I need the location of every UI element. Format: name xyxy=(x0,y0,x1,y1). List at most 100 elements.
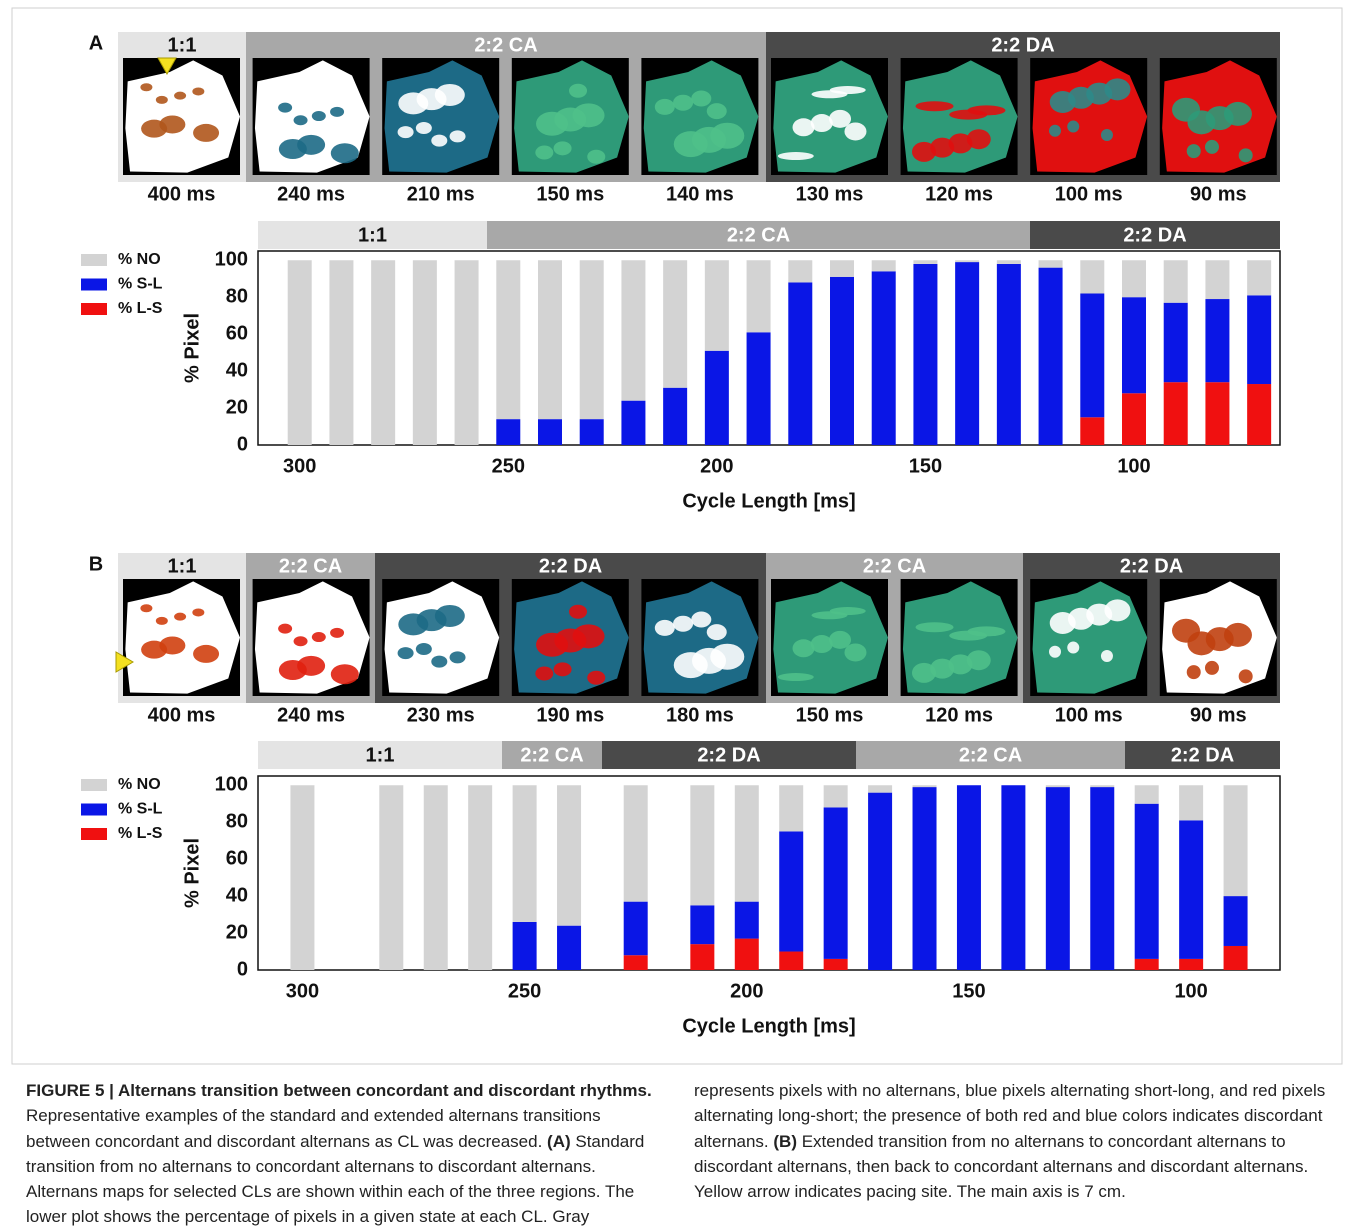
bar-segment xyxy=(468,785,492,970)
map-patch xyxy=(192,608,204,616)
map-patch xyxy=(431,656,447,668)
map-patch xyxy=(655,99,675,115)
bar-segment xyxy=(513,785,537,922)
map-patch xyxy=(330,107,344,117)
legend-label: % L-S xyxy=(118,825,163,842)
bar-segment xyxy=(1224,896,1248,946)
map-label: 190 ms xyxy=(536,704,604,726)
map-patch xyxy=(793,118,815,136)
map-patch xyxy=(1205,140,1219,154)
map-label: 210 ms xyxy=(407,183,475,205)
map-patch xyxy=(569,605,587,619)
region-label: 2:2 DA xyxy=(1123,224,1186,246)
map-patch xyxy=(1239,669,1253,683)
map-patch xyxy=(1187,631,1215,655)
bar-segment xyxy=(1224,785,1248,896)
map-patch xyxy=(331,143,359,163)
map-patch xyxy=(174,92,186,100)
map-patch xyxy=(1101,129,1113,141)
map-patch xyxy=(912,663,936,683)
bar-segment xyxy=(663,260,687,387)
map-patch xyxy=(156,617,168,625)
bar-segment xyxy=(1224,946,1248,970)
y-tick-label: 80 xyxy=(226,285,248,307)
map-label: 400 ms xyxy=(148,704,216,726)
bar-segment xyxy=(690,944,714,970)
x-axis-label: Cycle Length [ms] xyxy=(682,490,855,512)
map-patch xyxy=(1101,650,1113,662)
caption-text: (A) xyxy=(547,1132,571,1151)
region-label: 2:2 CA xyxy=(279,555,342,577)
x-tick-label: 250 xyxy=(508,980,541,1002)
map-label: 120 ms xyxy=(925,183,993,205)
map-patch xyxy=(416,122,432,134)
region-label: 2:2 DA xyxy=(697,744,760,766)
bar-segment xyxy=(868,785,892,792)
map-patch xyxy=(141,120,167,138)
map-patch xyxy=(294,115,308,125)
bar-segment xyxy=(735,785,759,901)
map-label: 90 ms xyxy=(1190,183,1247,205)
caption-text: (B) xyxy=(773,1132,797,1151)
bar-segment xyxy=(1205,260,1229,299)
y-tick-label: 20 xyxy=(226,396,248,418)
region-label: 2:2 CA xyxy=(727,224,790,246)
bar-segment xyxy=(705,351,729,445)
map-patch xyxy=(330,628,344,638)
map-label: 240 ms xyxy=(277,704,345,726)
y-axis-label: % Pixel xyxy=(181,838,203,908)
legend-label: % L-S xyxy=(118,300,163,317)
map-label: 150 ms xyxy=(796,704,864,726)
map-patch xyxy=(949,631,987,641)
map-label: 90 ms xyxy=(1190,704,1247,726)
bar-segment xyxy=(379,785,403,970)
y-tick-label: 40 xyxy=(226,884,248,906)
bar-segment xyxy=(1179,820,1203,959)
bar-segment xyxy=(513,922,537,970)
map-patch xyxy=(398,647,414,659)
bar-segment xyxy=(1135,959,1159,970)
legend-label: % NO xyxy=(118,251,161,268)
map-patch xyxy=(140,604,152,612)
bar-segment xyxy=(824,959,848,970)
bar-segment xyxy=(288,260,312,445)
map-patch xyxy=(812,90,848,98)
map-patch xyxy=(294,636,308,646)
bar-segment xyxy=(538,419,562,445)
bar-segment xyxy=(1080,417,1104,445)
y-tick-label: 80 xyxy=(226,810,248,832)
bar-segment xyxy=(1046,785,1070,787)
bar-segment xyxy=(788,282,812,445)
x-tick-label: 300 xyxy=(283,455,316,477)
x-tick-label: 300 xyxy=(286,980,319,1002)
bar-segment xyxy=(913,787,937,970)
bar-segment xyxy=(371,260,395,445)
y-tick-label: 0 xyxy=(237,433,248,455)
map-patch xyxy=(279,139,307,159)
bar-segment xyxy=(580,260,604,419)
bar-segment xyxy=(1122,393,1146,445)
bar-segment xyxy=(830,260,854,277)
map-patch xyxy=(674,131,708,157)
map-patch xyxy=(554,662,572,676)
map-patch xyxy=(193,645,219,663)
bar-segment xyxy=(624,785,648,901)
map-patch xyxy=(398,92,428,114)
map-patch xyxy=(912,142,936,162)
bar-segment xyxy=(735,902,759,939)
x-tick-label: 200 xyxy=(700,455,733,477)
map-patch xyxy=(691,611,711,627)
bar-segment xyxy=(997,260,1021,264)
legend-label: % NO xyxy=(118,776,161,793)
bar-segment xyxy=(413,260,437,445)
y-axis-label: % Pixel xyxy=(181,313,203,383)
map-patch xyxy=(535,667,553,681)
map-patch xyxy=(707,103,727,119)
map-patch xyxy=(140,83,152,91)
x-tick-label: 100 xyxy=(1174,980,1207,1002)
map-patch xyxy=(1239,148,1253,162)
map-patch xyxy=(691,90,711,106)
map-patch xyxy=(778,152,814,160)
bar-segment xyxy=(690,905,714,944)
legend-label: % S-L xyxy=(118,276,163,293)
